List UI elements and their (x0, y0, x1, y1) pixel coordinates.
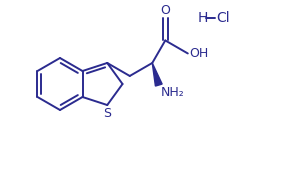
Text: S: S (103, 107, 111, 120)
Text: Cl: Cl (216, 11, 230, 25)
Polygon shape (152, 63, 162, 86)
Text: O: O (160, 4, 170, 17)
Text: NH₂: NH₂ (161, 86, 184, 99)
Text: OH: OH (189, 47, 208, 60)
Text: H: H (198, 11, 208, 25)
